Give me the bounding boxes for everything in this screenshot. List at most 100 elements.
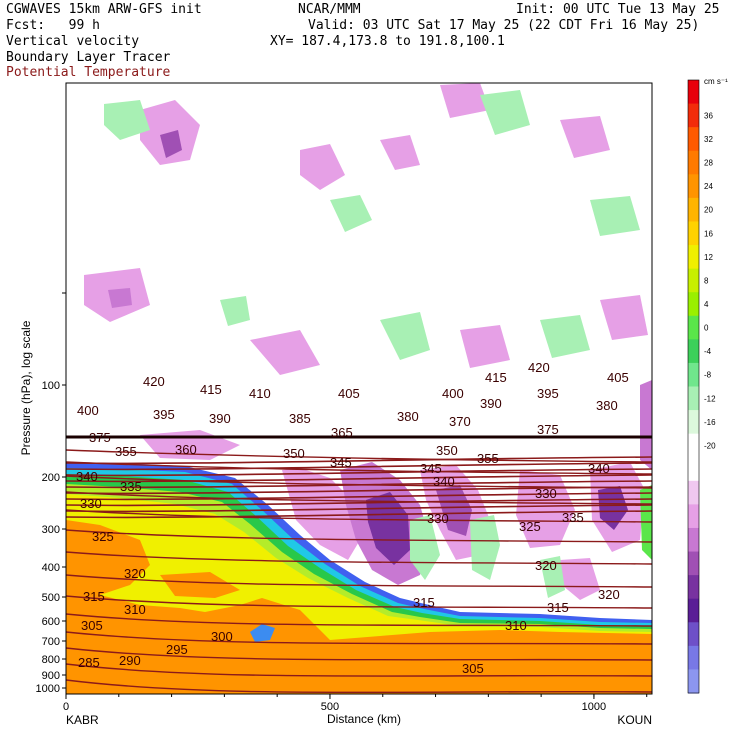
theta-label: 355 — [115, 444, 137, 459]
colorbar-swatch — [688, 174, 699, 199]
left-station-label: KABR — [66, 713, 99, 727]
colorbar-swatch — [688, 127, 699, 152]
colorbar-tick-label: 4 — [704, 300, 709, 309]
theta-label: 410 — [249, 386, 271, 401]
y-tick-label: 800 — [42, 654, 60, 666]
colorbar-tick-label: 28 — [704, 159, 713, 168]
theta-label: 390 — [480, 396, 502, 411]
colorbar-tick-label: -4 — [704, 347, 712, 356]
upper-wave-positive — [104, 100, 150, 140]
colorbar-swatch — [688, 410, 699, 435]
colorbar-swatch — [688, 362, 699, 388]
colorbar-swatch — [688, 339, 699, 364]
colorbar-swatch — [688, 480, 699, 505]
theta-line — [66, 679, 652, 694]
theta-label: 315 — [547, 600, 569, 615]
downdraft-region — [640, 380, 652, 470]
theta-label: 390 — [209, 411, 231, 426]
theta-label: 330 — [535, 486, 557, 501]
theta-line — [66, 663, 652, 677]
theta-line — [66, 474, 652, 483]
theta-label: 330 — [427, 511, 449, 526]
theta-label: 355 — [477, 451, 499, 466]
field-boundary-layer-tracer: Boundary Layer Tracer — [6, 50, 171, 65]
theta-label: 395 — [537, 386, 559, 401]
y-axis-label: Pressure (hPa), log scale — [19, 320, 33, 455]
theta-label: 380 — [596, 398, 618, 413]
theta-line — [66, 456, 652, 465]
theta-line — [66, 574, 652, 588]
theta-label: 375 — [89, 430, 111, 445]
colorbar-swatch — [688, 551, 699, 576]
y-tick-label: 400 — [42, 562, 60, 574]
tracer-fill-orange — [66, 520, 652, 694]
theta-label: 325 — [92, 529, 114, 544]
x-tick-label: 0 — [63, 701, 69, 713]
downdraft-region — [366, 492, 410, 565]
colorbar-swatch — [688, 268, 699, 293]
colorbar-swatch — [688, 150, 699, 175]
upper-wave-positive — [540, 315, 590, 358]
theta-label: 350 — [283, 446, 305, 461]
theta-line — [66, 475, 652, 489]
colorbar-tick-label: 24 — [704, 182, 713, 191]
colorbar-tick-label: 20 — [704, 206, 713, 215]
y-tick-label: 200 — [42, 472, 60, 484]
theta-line — [66, 510, 652, 519]
upper-wave-negative — [560, 116, 610, 158]
upper-wave-positive — [220, 296, 250, 326]
colorbar-swatch — [688, 527, 699, 553]
y-tick-label: 300 — [42, 524, 60, 536]
theta-label: 315 — [413, 595, 435, 610]
upper-wave-negative — [160, 130, 182, 158]
theta-label: 420 — [143, 374, 165, 389]
colorbar-swatch — [688, 197, 699, 223]
field-vertical-velocity: Vertical velocity — [6, 34, 140, 49]
colorbar-swatch — [688, 386, 699, 411]
theta-label: 370 — [449, 414, 471, 429]
theta-label: 365 — [331, 425, 353, 440]
theta-line — [66, 461, 652, 475]
colorbar: 36 32 28 24 20 16 12 8 4 0 -4 -8 -12 -16 -20 — [687, 79, 716, 694]
theta-line — [66, 529, 652, 543]
theta-label: 405 — [338, 386, 360, 401]
theta-label: 340 — [588, 461, 610, 476]
theta-label: 285 — [78, 655, 100, 670]
theta-label: 335 — [120, 479, 142, 494]
theta-label: 375 — [537, 422, 559, 437]
theta-line — [66, 480, 652, 489]
x-tick-label: 1000 — [582, 701, 606, 713]
theta-line — [66, 498, 652, 507]
theta-label: 420 — [528, 360, 550, 375]
tracer-fill-cyan-blob — [250, 624, 275, 642]
theta-label: 325 — [519, 519, 541, 534]
theta-line — [66, 468, 652, 477]
colorbar-tick-label: 0 — [704, 324, 709, 333]
potential-temperature-labels: 285 290 295 300 305 305 310 310 315 315 315 320 320 3… — [76, 360, 629, 676]
downdraft-region — [598, 486, 628, 530]
colorbar-swatch — [688, 292, 699, 317]
colorbar-swatch — [688, 504, 699, 529]
colorbar-swatch — [688, 622, 699, 647]
downdraft-region — [560, 558, 600, 600]
upper-wave-negative — [300, 144, 345, 190]
y-tick-label: 700 — [42, 636, 60, 648]
org-label: NCAR/MMM — [298, 2, 361, 17]
plot-frame — [65, 82, 653, 695]
theta-line — [66, 504, 652, 513]
colorbar-swatch — [688, 598, 699, 623]
colorbar-swatch — [688, 103, 699, 128]
colorbar-unit: cm s⁻¹ — [704, 77, 728, 86]
theta-line — [66, 647, 652, 661]
theta-line — [66, 509, 652, 523]
upper-wave-negative — [250, 330, 320, 375]
downdraft-region — [436, 485, 472, 536]
theta-label: 400 — [442, 386, 464, 401]
theta-label: 405 — [607, 370, 629, 385]
colorbar-tick-label: -8 — [704, 371, 712, 380]
y-tick-label: 900 — [42, 670, 60, 682]
theta-label: 345 — [330, 455, 352, 470]
forecast-hour: Fcst: 99 h — [6, 18, 100, 33]
theta-label: 400 — [77, 403, 99, 418]
